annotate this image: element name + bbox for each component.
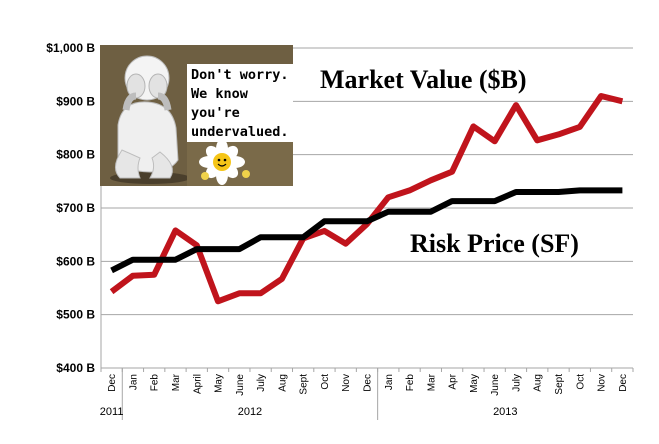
bubble-line-2: We know — [191, 86, 249, 102]
x-tick-label: Feb — [150, 374, 161, 392]
bubble-line-1: Don't worry. — [191, 67, 289, 83]
x-tick-label: June — [235, 374, 246, 396]
market-value-label: Market Value ($B) — [320, 65, 527, 94]
y-tick-label: $700 B — [56, 201, 95, 215]
y-tick-label: $1,000 B — [46, 41, 95, 55]
x-tick-label: Dec — [363, 374, 374, 392]
speech-bubble — [187, 64, 293, 142]
x-tick-label: April — [192, 374, 203, 394]
x-tick-label: May — [469, 374, 480, 393]
x-tick-label: Sept — [299, 374, 310, 395]
x-tick-label: Apr — [448, 373, 459, 389]
bubble-line-4: undervalued. — [191, 124, 289, 140]
x-tick-label: Dec — [618, 374, 629, 392]
x-axis: Dec Jan Feb Mar April May June July Aug Sept Oct No… — [100, 368, 634, 420]
x-tick-label: July — [256, 374, 267, 392]
year-label: 2012 — [238, 406, 262, 418]
y-tick-label: $900 B — [56, 94, 95, 108]
x-tick-label: Nov — [597, 374, 608, 392]
y-tick-label: $800 B — [56, 148, 95, 162]
x-tick-label: Oct — [575, 374, 586, 390]
x-tick-label: June — [490, 374, 501, 396]
smiling-flower-icon — [187, 139, 293, 186]
risk-price-line — [110, 187, 623, 274]
x-tick-label: Sept — [554, 374, 565, 395]
inset-image: Don't worry. We know you're undervalued. — [100, 45, 293, 186]
x-tick-label: Dec — [107, 374, 118, 392]
x-tick-label: Aug — [277, 374, 288, 392]
worried-figure-icon — [110, 55, 190, 184]
year-label: 2011 — [100, 406, 124, 418]
y-tick-label: $500 B — [56, 308, 95, 322]
y-axis-ticks: $400 B $500 B $600 B $700 B $800 B $900 B $1,0… — [46, 41, 95, 375]
x-tick-label: Aug — [533, 374, 544, 392]
bubble-line-3: you're — [191, 105, 240, 121]
series-lines — [109, 93, 624, 305]
y-tick-label: $600 B — [56, 254, 95, 268]
y-tick-label: $400 B — [56, 361, 95, 375]
year-label: 2013 — [493, 406, 517, 418]
x-tick-label: May — [214, 374, 225, 393]
x-tick-label: Oct — [320, 374, 331, 390]
x-tick-label: Mar — [426, 373, 437, 391]
risk-price-label: Risk Price (SF) — [410, 229, 579, 258]
x-tick-label: Jan — [384, 374, 395, 390]
x-tick-label: Jan — [128, 374, 139, 390]
x-tick-label: Mar — [171, 373, 182, 391]
x-tick-label: July — [511, 374, 522, 392]
x-tick-label: Feb — [405, 374, 416, 392]
x-tick-label: Nov — [341, 374, 352, 392]
